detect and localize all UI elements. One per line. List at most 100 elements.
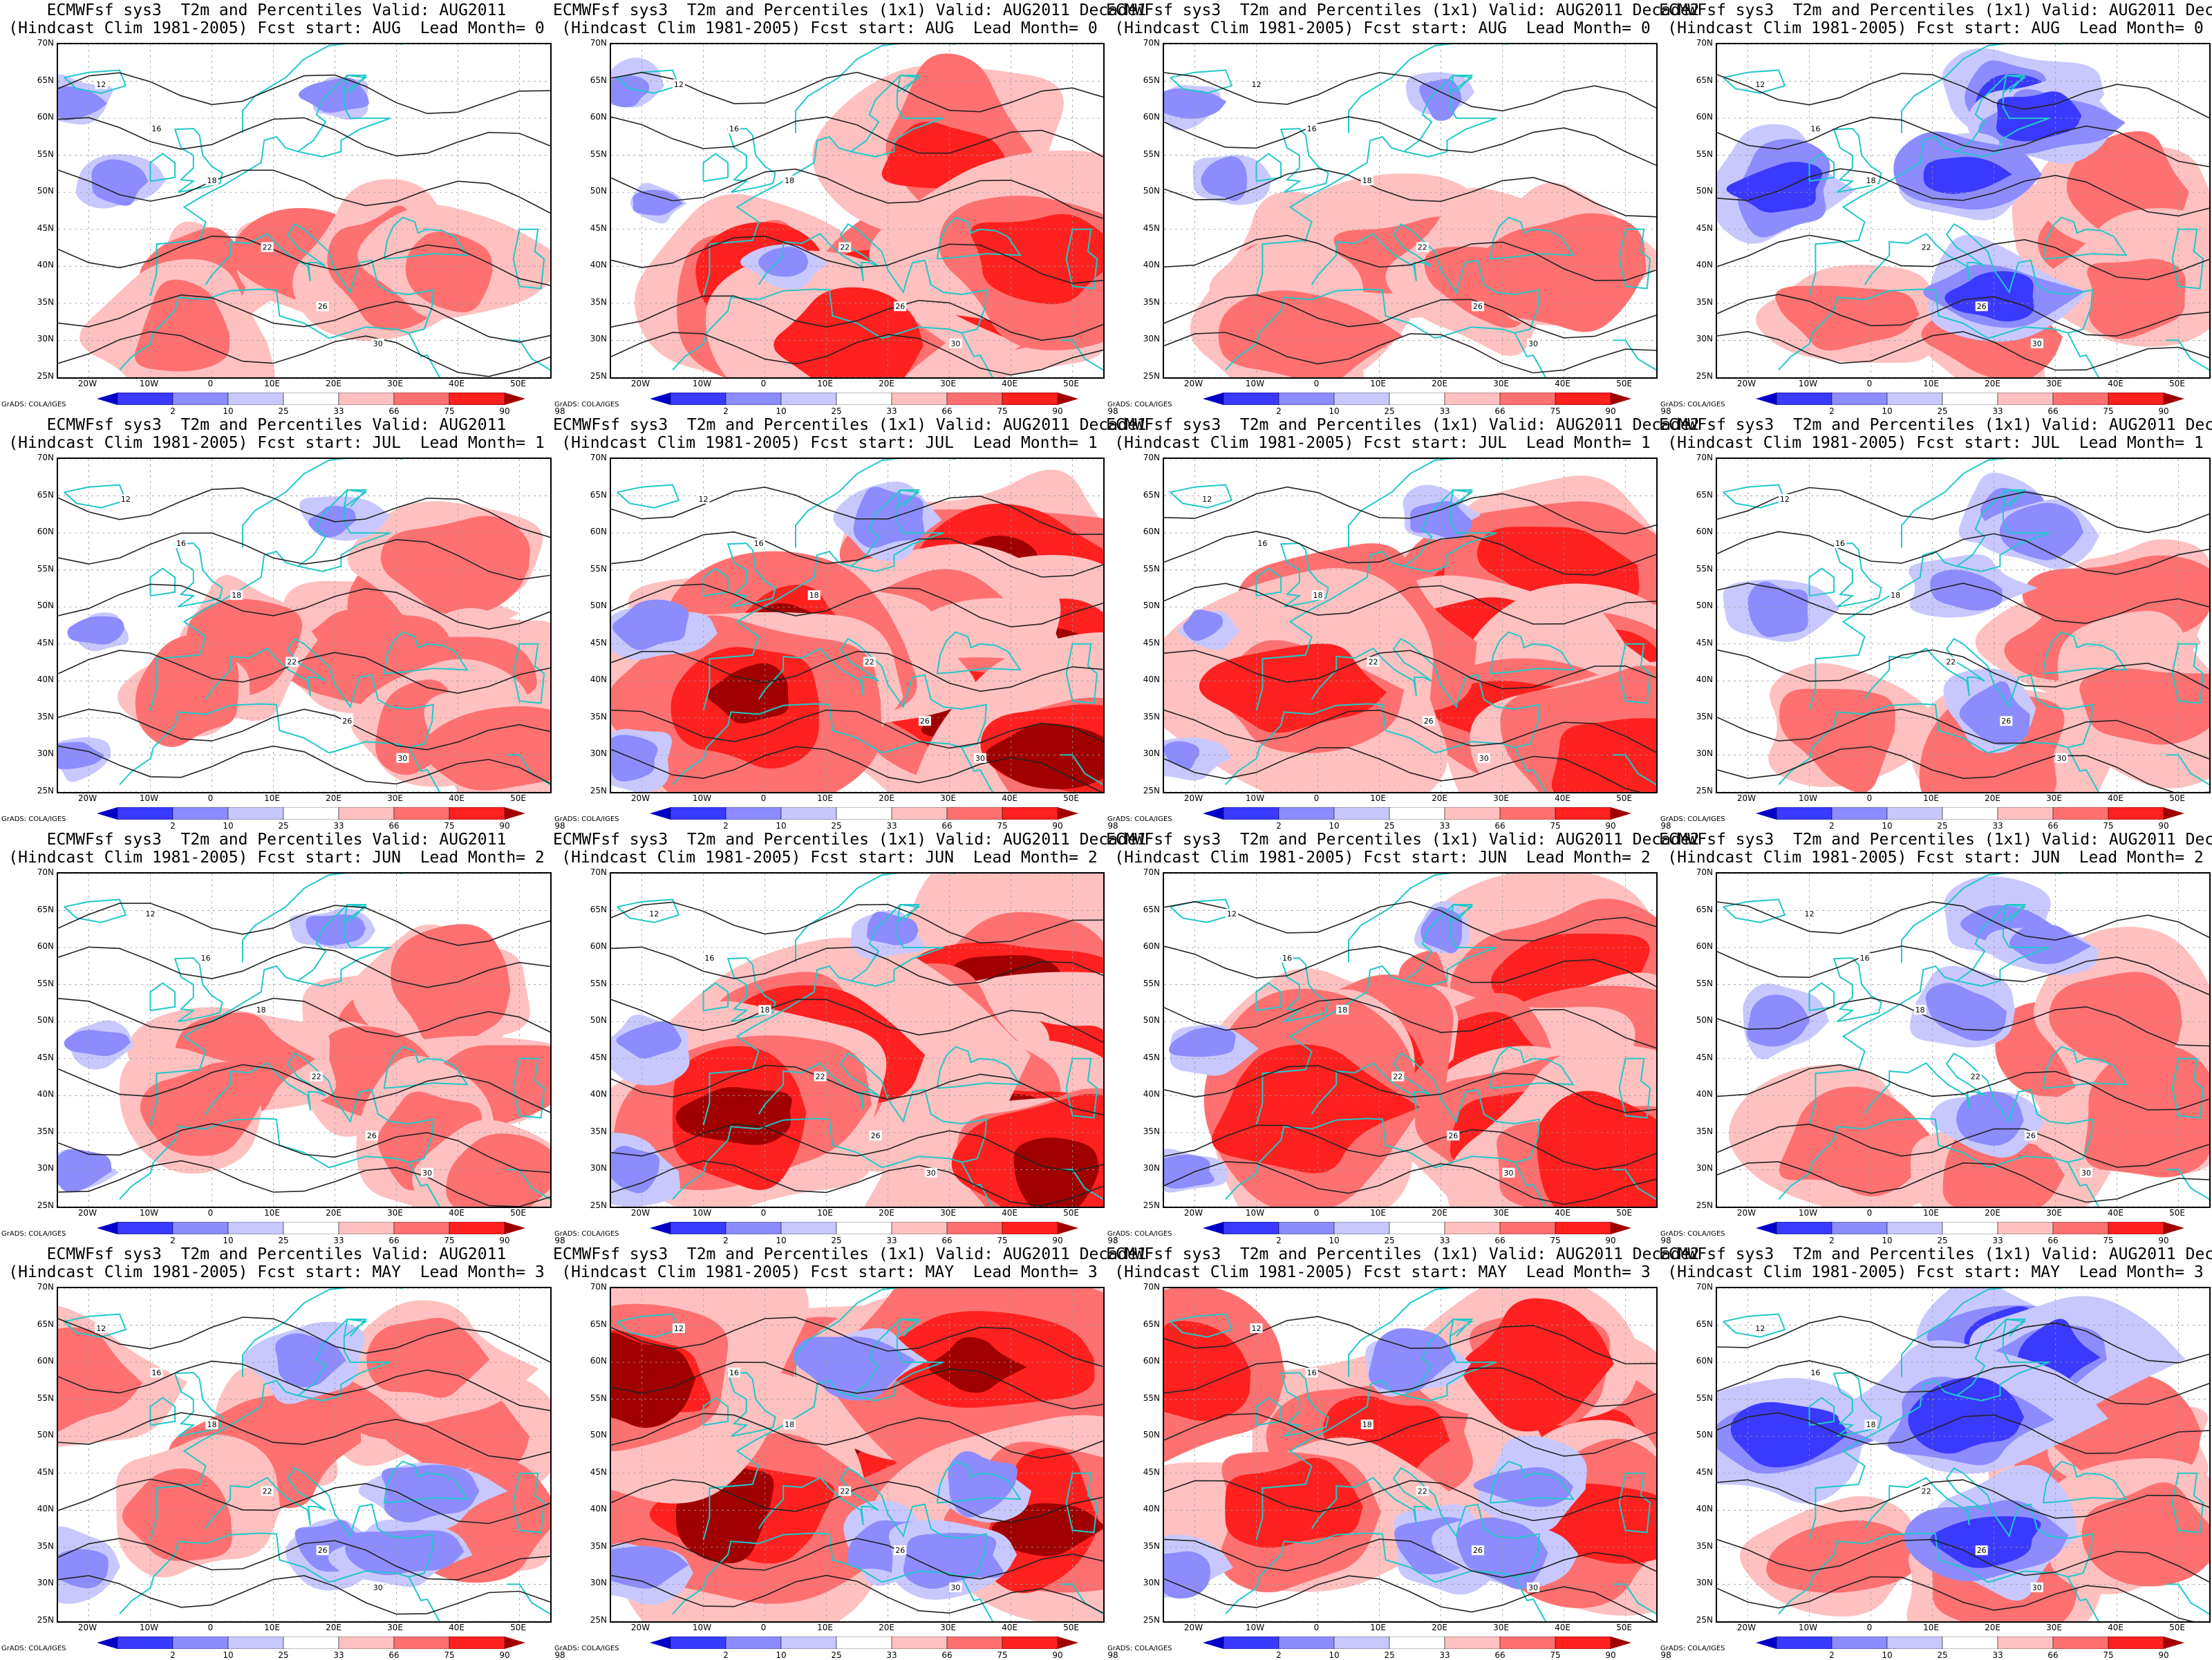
longitude-tick-label: 20E	[1432, 1623, 1447, 1632]
contour-label-box	[2030, 1582, 2043, 1592]
percentile-shading	[67, 616, 125, 645]
isotherm-contour	[611, 1479, 1103, 1523]
latitude-tick-label: 40N	[1143, 260, 1160, 270]
panel-title: ECMWFsf sys3 T2m and Percentiles (1x1) V…	[1659, 1, 2212, 19]
colorbar-tick-label: 66	[388, 406, 400, 416]
colorbar-lower-arrow	[1756, 1637, 1777, 1649]
coastline	[1901, 44, 2062, 133]
latitude-tick-label: 50N	[590, 1015, 607, 1026]
colorbar-swatch	[836, 1637, 892, 1649]
contour-label-box	[371, 1582, 384, 1592]
isotherm-contour	[58, 117, 550, 157]
grads-credit: GrADS: COLA/IGES	[554, 815, 619, 823]
coastline	[1280, 957, 1329, 1023]
latitude-tick-label: 50N	[37, 186, 54, 196]
isotherm-contour	[611, 295, 1103, 341]
colorbar-swatch	[283, 1222, 339, 1234]
latitude-tick-label: 40N	[1696, 1504, 1713, 1514]
isotherm-contour	[1717, 997, 2209, 1047]
contour-label: 16	[1835, 539, 1845, 548]
latitude-tick-label: 45N	[37, 223, 54, 233]
latitude-tick-label: 30N	[1143, 1163, 1160, 1173]
europe-map: 12 16 18 22 26 30	[57, 872, 552, 1208]
colorbar-tick-label: 2	[1829, 821, 1835, 831]
colorbar-tick-label: 2	[170, 821, 176, 831]
longitude-tick-label: 10W	[1245, 793, 1265, 803]
latitude-tick-label: 30N	[1143, 334, 1160, 344]
colorbar-swatch	[2052, 807, 2109, 820]
percentile-shading	[58, 1149, 112, 1193]
colorbar-tick-label: 66	[941, 821, 953, 831]
coastline	[149, 1397, 176, 1426]
contour-label: 18	[207, 1420, 217, 1429]
colorbar-tick-label: 33	[1992, 1236, 2003, 1245]
colorbar-upper-arrow	[1058, 1222, 1078, 1234]
colorbar-tick-label: 25	[1937, 406, 1948, 416]
colorbar-swatch	[1942, 807, 1998, 820]
contour-label-box	[365, 1131, 378, 1141]
colorbar-tick-label: 90	[499, 1236, 510, 1245]
coastline	[702, 982, 729, 1012]
map-canvas: 12 16 18 22 26 30	[1717, 874, 2209, 1207]
latitude-tick-label: 70N	[1696, 1282, 1713, 1292]
isotherm-contour	[1717, 116, 2209, 167]
contour-label-box	[1336, 1005, 1349, 1015]
isotherm-contour	[1717, 1412, 2209, 1454]
europe-map: 12 16 18 22 26 30	[1716, 458, 2211, 793]
colorbar-tick-label: 66	[2047, 1236, 2059, 1245]
longitude-tick-label: 10W	[1245, 1208, 1265, 1218]
colorbar-tick-label: 2	[723, 406, 729, 416]
longitude-tick-label: 10W	[692, 793, 712, 803]
contour-label-box	[1360, 1420, 1374, 1430]
latitude-tick-label: 35N	[1696, 1540, 1713, 1551]
contour-label-box	[205, 1420, 218, 1430]
colorbar-swatch	[338, 1637, 395, 1649]
panel-subtitle: (Hindcast Clim 1981-2005) Fcst start: MA…	[8, 1263, 545, 1281]
coastline	[2166, 1169, 2209, 1200]
contour-label-box	[261, 242, 274, 252]
contour-label: 18	[232, 591, 241, 600]
colorbar-swatch	[449, 807, 505, 820]
grads-credit: GrADS: COLA/IGES	[1660, 1230, 1725, 1238]
colorbar-swatch	[780, 1222, 837, 1234]
coastline	[64, 898, 127, 923]
colorbar-tick-label: 75	[997, 406, 1008, 416]
coastline	[1280, 1372, 1329, 1437]
forecast-panel: ECMWFsf sys3 T2m and Percentiles (1x1) V…	[553, 0, 1147, 416]
longitude-tick-label: 40E	[449, 1208, 465, 1218]
contour-label: 18	[1362, 1420, 1372, 1429]
panel-title: ECMWFsf sys3 T2m and Percentiles Valid: …	[46, 1, 507, 19]
isotherm-contour	[1164, 1316, 1656, 1365]
longitude-tick-label: 40E	[1002, 379, 1018, 388]
colorbar-swatch	[1776, 393, 1833, 405]
colorbar-swatch	[283, 807, 339, 820]
isotherm-contour	[58, 1575, 550, 1615]
colorbar-swatch	[1333, 393, 1390, 405]
colorbar-swatch	[449, 393, 505, 405]
coastline	[896, 489, 921, 508]
colorbar-swatch	[725, 807, 782, 820]
contour-label-box	[2080, 1167, 2092, 1178]
colorbar-swatch	[1831, 1222, 1888, 1234]
contour-label-box	[703, 953, 716, 963]
longitude-tick-label: 30E	[1493, 1623, 1509, 1632]
contour-label-box	[1889, 590, 1902, 601]
colorbar-tick-label: 90	[1605, 821, 1616, 831]
contour-label-box	[1754, 79, 1767, 89]
forecast-panel: ECMWFsf sys3 T2m and Percentiles (1x1) V…	[553, 829, 1147, 1245]
percentile-shading	[1779, 1086, 1931, 1197]
contour-label: 16	[704, 954, 714, 963]
colorbar-tick-label: 98	[554, 1236, 565, 1245]
latitude-tick-label: 65N	[1143, 489, 1160, 500]
contour-label-box	[1975, 1545, 1988, 1556]
colorbar-tick-label: 10	[223, 1236, 234, 1245]
coastline	[1489, 1460, 1575, 1504]
contour-label-box	[672, 1323, 685, 1333]
longitude-tick-label: 10W	[1798, 379, 1818, 388]
isotherm-contour	[611, 583, 1103, 628]
contour-label: 18	[1362, 176, 1372, 185]
map-canvas: 12 16 18 22 26 30	[1717, 459, 2209, 792]
latitude-tick-label: 30N	[1143, 1578, 1160, 1588]
grads-credit: GrADS: COLA/IGES	[1660, 815, 1725, 823]
percentile-shading	[707, 663, 789, 724]
